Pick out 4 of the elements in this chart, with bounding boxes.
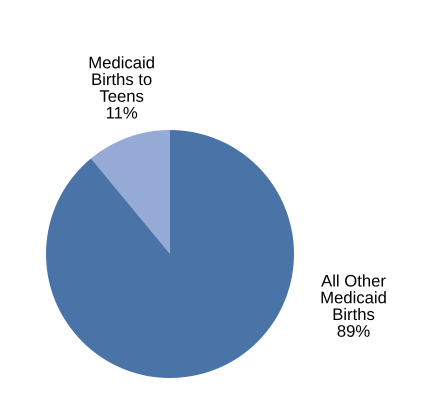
data-label: 89%: [338, 325, 370, 337]
slice-label: All Other Medicaid Births: [321, 274, 386, 320]
slice-label: Medicaid Births to Teens: [90, 56, 154, 102]
data-label: 11%: [106, 106, 138, 119]
